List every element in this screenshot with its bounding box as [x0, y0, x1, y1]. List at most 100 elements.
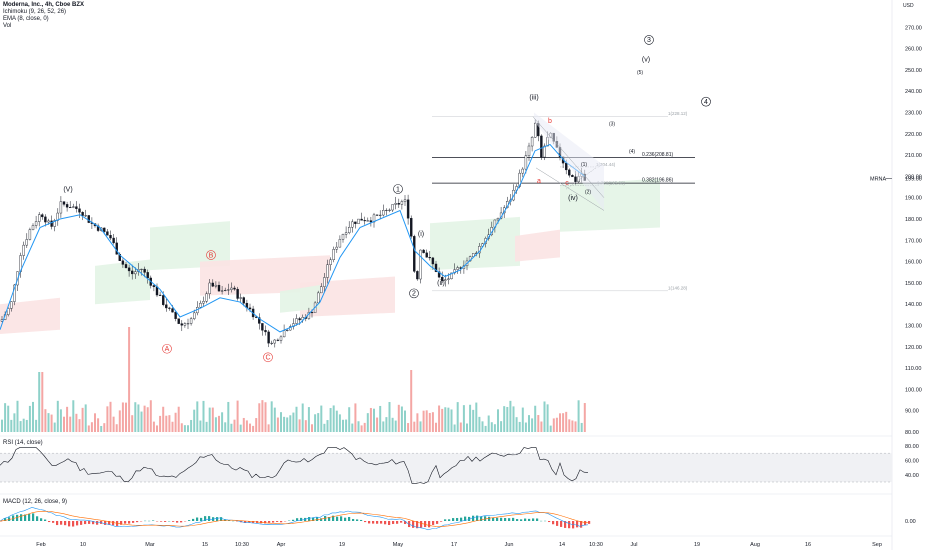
- time-tick: 14: [559, 542, 565, 548]
- volume-bar: [490, 422, 493, 432]
- macd-histogram-bar: [56, 521, 59, 526]
- candle-body: [568, 169, 571, 176]
- macd-histogram-bar: [344, 517, 347, 521]
- volume-bar: [146, 407, 149, 432]
- volume-bar: [159, 415, 162, 432]
- volume-bar: [404, 410, 406, 432]
- wave-label: (3): [609, 121, 615, 127]
- volume-bar: [56, 400, 59, 432]
- ichimoku-cloud: [0, 178, 660, 335]
- wave-labels: (V) A B C 1 2 (i) (ii) (iii) (iv) (v) 3 4 (5) (4) (3) (1…: [63, 35, 711, 363]
- volume-bar: [19, 421, 22, 432]
- candle-body: [379, 214, 382, 216]
- volume-bar: [165, 415, 168, 432]
- currency-label[interactable]: USD: [903, 3, 914, 9]
- candle-body: [62, 201, 66, 205]
- volume-bar: [345, 419, 348, 432]
- macd-histogram-bar: [356, 519, 359, 521]
- volume-bar: [106, 406, 109, 432]
- volume-bar: [472, 409, 475, 432]
- volume-bar: [397, 404, 400, 432]
- macd-histogram-bar: [480, 516, 483, 521]
- legend-rsi[interactable]: RSI (14, close): [3, 440, 43, 446]
- volume-bar: [493, 424, 496, 432]
- wave-circle: [263, 352, 273, 363]
- volume-bar: [478, 416, 481, 432]
- candle-body: [155, 286, 159, 296]
- volume-bar: [115, 424, 118, 432]
- volume-bar: [171, 421, 174, 432]
- macd-histogram-bar: [448, 519, 451, 521]
- macd-histogram-bar: [12, 515, 15, 521]
- candle-body: [472, 253, 475, 257]
- legend-macd[interactable]: MACD (12, 26, close, 9): [3, 499, 68, 505]
- channel-dash: [565, 167, 597, 190]
- candle-body: [425, 252, 428, 258]
- time-tick: 19: [694, 542, 700, 548]
- volume-bar: [360, 425, 363, 432]
- candle-body: [394, 203, 397, 205]
- candle-body: [214, 284, 218, 287]
- volume-bar: [131, 415, 134, 432]
- volume-bar: [236, 400, 239, 432]
- volume-bar: [456, 402, 459, 432]
- volume-bar: [428, 412, 431, 432]
- volume-bar: [500, 421, 503, 432]
- fib-label: 0.236(208.81): [642, 152, 673, 158]
- candle-body: [385, 209, 388, 211]
- macd-histogram-bar: [300, 517, 303, 521]
- candle-body: [444, 279, 447, 281]
- price-tick: 100.00: [905, 387, 922, 393]
- candle-body: [121, 260, 125, 265]
- legend-title[interactable]: Moderna, Inc., 4h, Cboe BZX: [3, 2, 85, 8]
- time-tick: May: [393, 542, 404, 548]
- candle-body: [338, 239, 342, 248]
- candle-body: [335, 246, 338, 250]
- wave-label: c: [565, 180, 569, 187]
- candle-body: [348, 227, 351, 233]
- wave-label: (ii): [437, 280, 445, 287]
- candle-body: [143, 268, 146, 273]
- candle-body: [419, 249, 422, 280]
- volume-bar: [59, 409, 62, 432]
- legend-ema[interactable]: EMA (8, close, 0): [3, 16, 49, 22]
- fib-label: 0.382(196.86): [642, 178, 673, 184]
- candle-body: [186, 323, 190, 325]
- candle-body: [236, 288, 239, 299]
- volume-bar: [388, 402, 391, 432]
- candle-body: [134, 271, 137, 275]
- candle-body: [369, 220, 373, 223]
- volume-bar: [317, 413, 320, 432]
- macd-histogram-bar: [576, 521, 579, 528]
- macd-histogram-bar: [132, 521, 135, 523]
- macd-histogram-bar: [512, 517, 515, 521]
- wave-circle: [701, 96, 711, 107]
- macd-line: [0, 507, 589, 531]
- volume-bar: [549, 425, 552, 432]
- volume-bar: [407, 423, 410, 432]
- candle-body: [223, 289, 227, 291]
- candle-body: [180, 323, 184, 326]
- volume-bar: [342, 419, 344, 432]
- legend-ichimoku[interactable]: Ichimoku (9, 26, 52, 26): [3, 9, 67, 15]
- volume-bar: [512, 406, 515, 432]
- candle-body: [264, 330, 267, 333]
- candle-body: [124, 264, 128, 269]
- wave-label: 2: [412, 291, 416, 298]
- ema-8-line: [0, 143, 586, 333]
- macd-tick: 0.00: [905, 519, 916, 525]
- macd-histogram-bar: [108, 521, 111, 525]
- volume-bar: [469, 404, 472, 432]
- macd-histogram-bar: [492, 517, 495, 521]
- legend-vol[interactable]: Vol: [3, 23, 12, 29]
- candle-body: [382, 210, 385, 216]
- candle-body: [571, 174, 574, 178]
- volume-bar: [7, 405, 10, 432]
- volume-bar: [162, 406, 165, 432]
- fib-label-minor: 0.786(195.68): [597, 181, 626, 186]
- volume-bar: [10, 419, 13, 432]
- macd-histogram-bar: [72, 521, 75, 527]
- macd-histogram-bar: [16, 514, 19, 521]
